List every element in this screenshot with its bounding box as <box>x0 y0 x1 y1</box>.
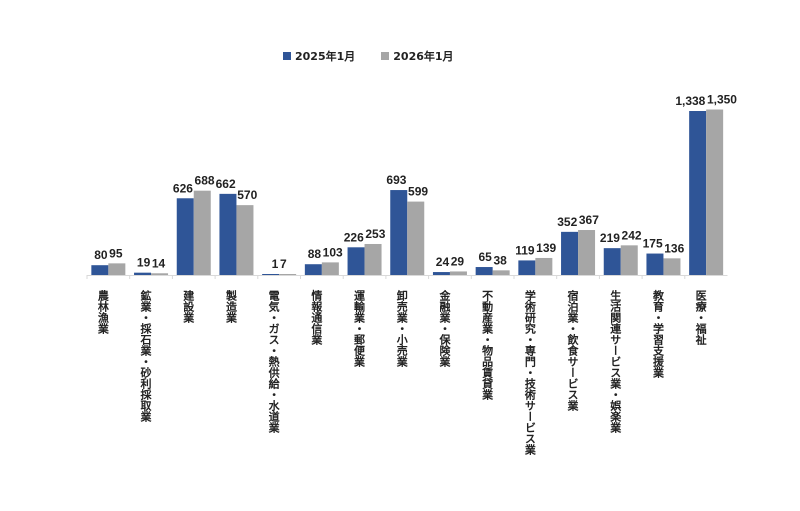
category-label: 製造業 <box>224 290 238 323</box>
bar-2025 <box>219 193 237 275</box>
data-label: 38 <box>493 253 507 267</box>
bar-2026 <box>321 262 339 275</box>
bar-2025 <box>603 248 621 275</box>
bar-2026 <box>279 274 297 275</box>
bar-2026 <box>407 201 425 275</box>
data-label: 367 <box>579 213 599 227</box>
category-label: 電気・ガス・熱供給・水道業 <box>267 290 281 433</box>
category-label: 学術研究・専門・技術サービス業 <box>523 290 537 455</box>
bar-2026 <box>236 205 254 275</box>
data-label: 136 <box>664 241 684 255</box>
data-label: 80 <box>94 248 108 262</box>
category-label: 金融業・保険業 <box>437 290 451 367</box>
category-label: 卸売業・小売業 <box>395 290 409 367</box>
data-label: 88 <box>308 247 322 261</box>
category-label: 宿泊業・飲食サービス業 <box>566 290 580 411</box>
data-label: 139 <box>536 241 556 255</box>
data-label: 14 <box>152 256 166 270</box>
bar-2026 <box>663 258 681 275</box>
bar-2025 <box>390 190 408 275</box>
bar-2026 <box>706 109 724 275</box>
bar-2025 <box>262 274 280 275</box>
bar-2025 <box>347 247 365 275</box>
bar-2026 <box>193 190 211 275</box>
data-label: 662 <box>216 177 236 191</box>
data-label: 103 <box>323 245 343 259</box>
legend-item-2025: 2025年1月 <box>283 48 355 64</box>
data-label: 29 <box>451 254 465 268</box>
data-label: 95 <box>109 246 123 260</box>
data-label: 226 <box>344 230 364 244</box>
legend-label-2026: 2026年1月 <box>393 50 454 63</box>
bar-2025 <box>475 267 493 275</box>
bar-2025 <box>91 265 109 275</box>
category-label: 医療・福祉 <box>694 290 708 345</box>
bar-2026 <box>151 273 169 275</box>
data-label: 253 <box>365 227 385 241</box>
data-label: 219 <box>600 231 620 245</box>
bar-2026 <box>578 230 596 275</box>
data-label: 693 <box>386 173 406 187</box>
data-label: 119 <box>515 243 535 257</box>
category-label: 建設業 <box>181 290 195 323</box>
legend-label-2025: 2025年1月 <box>295 50 356 63</box>
bar-2026 <box>492 270 510 275</box>
category-label: 生活関連サービス業・娯楽業 <box>608 290 622 433</box>
category-label: 教育・学習支援業 <box>651 290 665 378</box>
data-label: 688 <box>195 174 215 188</box>
data-label: 19 <box>137 256 151 270</box>
bar-2026 <box>108 263 126 275</box>
category-label: 農林漁業 <box>96 290 110 334</box>
bar-2026 <box>620 245 638 275</box>
bar-2026 <box>535 257 553 275</box>
legend-item-2026: 2026年1月 <box>381 48 454 64</box>
bar-2025 <box>134 272 152 275</box>
data-label: 626 <box>173 181 193 195</box>
bar-2025 <box>432 272 450 275</box>
chart-legend: 2025年1月 2026年1月 <box>283 48 454 64</box>
legend-swatch-2025 <box>283 52 291 60</box>
bar-2025 <box>646 253 664 275</box>
category-label: 情報通信業 <box>309 290 323 345</box>
data-label: 1 <box>272 257 279 271</box>
data-label: 242 <box>622 228 642 242</box>
bar-2025 <box>689 111 707 275</box>
bar-2026 <box>449 271 467 275</box>
data-label: 599 <box>408 185 428 199</box>
legend-swatch-2026 <box>381 52 390 60</box>
bar-2025 <box>176 198 194 275</box>
data-label: 570 <box>237 188 257 202</box>
data-label: 65 <box>478 250 492 264</box>
category-label: 鉱業・採石業・砂利採取業 <box>139 290 153 422</box>
category-label: 不動産業・物品賃貸業 <box>480 290 494 400</box>
category-label: 運輸業・郵便業 <box>352 290 366 367</box>
bar-2025 <box>518 260 536 275</box>
data-label: 1,338 <box>675 94 705 108</box>
bar-2025 <box>561 231 579 275</box>
bar-2026 <box>364 243 382 275</box>
data-label: 24 <box>436 255 450 269</box>
data-label: 1,350 <box>707 93 737 107</box>
bar-2025 <box>304 264 322 275</box>
data-label: 352 <box>557 215 577 229</box>
data-label: 7 <box>280 257 287 271</box>
data-label: 175 <box>643 237 663 251</box>
